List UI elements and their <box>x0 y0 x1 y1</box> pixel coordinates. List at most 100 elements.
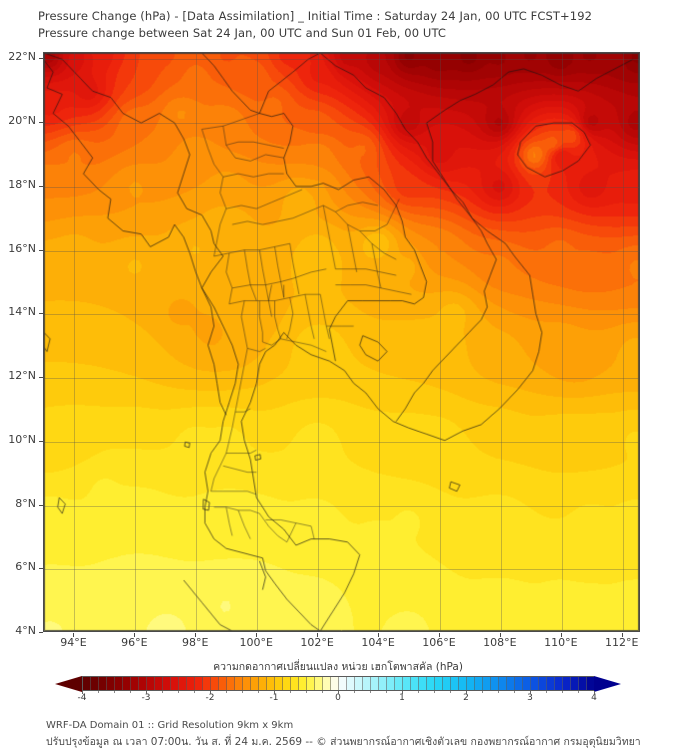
colorbar-minor-tick <box>290 691 291 693</box>
colorbar-segment <box>139 677 147 690</box>
colorbar-segment <box>491 677 499 690</box>
x-axis-tick-mark <box>256 633 258 637</box>
y-axis-tick-mark <box>39 504 43 506</box>
colorbar-tick-label: 3 <box>527 693 533 703</box>
y-axis-tick-mark <box>39 122 43 124</box>
colorbar-segment <box>227 677 235 690</box>
x-axis-tick-label: 102°E <box>300 636 334 649</box>
colorbar-segment <box>387 677 395 690</box>
colorbar-minor-tick <box>370 691 371 693</box>
x-axis-tick-mark <box>134 633 136 637</box>
colorbar-segment <box>347 677 355 690</box>
colorbar-segment <box>155 677 163 690</box>
colorbar-segment <box>419 677 427 690</box>
x-axis-tick-mark <box>560 633 562 637</box>
colorbar-minor-tick <box>546 691 547 693</box>
colorbar: ความกดอากาศเปลี่ยนแปลง หน่วย เฮกโตพาสคัล… <box>0 658 676 710</box>
y-axis-tick-mark <box>39 58 43 60</box>
y-axis-tick-label: 12°N <box>8 369 36 383</box>
colorbar-tick-mark <box>210 691 211 694</box>
title-line-1: Pressure Change (hPa) - [Data Assimilati… <box>38 9 593 23</box>
x-axis-tick-mark <box>621 633 623 637</box>
colorbar-segment <box>411 677 419 690</box>
colorbar-segment <box>99 677 107 690</box>
colorbar-gradient <box>82 676 595 691</box>
colorbar-segment <box>171 677 179 690</box>
colorbar-segment <box>315 677 323 690</box>
x-axis-tick-label: 96°E <box>121 636 148 649</box>
colorbar-minor-tick <box>226 691 227 693</box>
footer-block: WRF-DA Domain 01 :: Grid Resolution 9km … <box>46 718 666 750</box>
colorbar-minor-tick <box>434 691 435 693</box>
colorbar-segment <box>179 677 187 690</box>
colorbar-segment <box>451 677 459 690</box>
colorbar-minor-tick <box>258 691 259 693</box>
colorbar-minor-tick <box>418 691 419 693</box>
colorbar-segment <box>331 677 339 690</box>
colorbar-segment <box>547 677 555 690</box>
colorbar-segment <box>291 677 299 690</box>
colorbar-minor-tick <box>386 691 387 693</box>
y-axis-tick-label: 10°N <box>8 432 36 446</box>
colorbar-tick-mark <box>594 691 595 694</box>
footer-line-2: ปรับปรุงข้อมูล ณ เวลา 07:00น. วัน ส. ที่… <box>46 736 641 748</box>
y-axis-tick-mark <box>39 377 43 379</box>
colorbar-extend-low-arrow <box>55 676 82 692</box>
x-axis-tick-label: 112°E <box>604 636 639 649</box>
x-axis-tick-label: 106°E <box>422 636 456 649</box>
colorbar-tick-label: 4 <box>591 693 597 703</box>
colorbar-tick-label: 2 <box>463 693 469 703</box>
colorbar-tick-mark <box>274 691 275 694</box>
colorbar-segment <box>459 677 467 690</box>
x-axis-tick-mark <box>438 633 440 637</box>
colorbar-minor-tick <box>498 691 499 693</box>
colorbar-segment <box>163 677 171 690</box>
colorbar-tick-label: 0 <box>335 693 341 703</box>
title-line-2: Pressure change between Sat 24 Jan, 00 U… <box>38 26 447 40</box>
colorbar-segment <box>251 677 259 690</box>
colorbar-segment <box>267 677 275 690</box>
colorbar-tick-label: -3 <box>141 693 151 703</box>
y-axis-tick-label: 6°N <box>15 560 36 574</box>
colorbar-segment <box>235 677 243 690</box>
colorbar-segment <box>355 677 363 690</box>
x-axis-tick-mark <box>378 633 380 637</box>
colorbar-tick-mark <box>402 691 403 694</box>
y-axis-tick-mark <box>39 249 43 251</box>
y-axis-tick-mark <box>39 568 43 570</box>
y-axis-tick-label: 8°N <box>15 496 36 510</box>
x-axis-tick-mark <box>195 633 197 637</box>
map-plot-area <box>43 52 640 632</box>
colorbar-minor-tick <box>562 691 563 693</box>
colorbar-segment <box>523 677 531 690</box>
colorbar-tick-mark <box>466 691 467 694</box>
colorbar-tick-label: -4 <box>77 693 87 703</box>
colorbar-tick-mark <box>82 691 83 694</box>
colorbar-segment <box>203 677 211 690</box>
y-axis-tick-mark <box>39 185 43 187</box>
y-axis-tick-label: 16°N <box>8 241 36 255</box>
colorbar-minor-tick <box>450 691 451 693</box>
y-axis-tick-mark <box>39 440 43 442</box>
y-axis-tick-label: 14°N <box>8 305 36 319</box>
colorbar-minor-tick <box>242 691 243 693</box>
x-axis-tick-mark <box>73 633 75 637</box>
y-axis-tick-label: 18°N <box>8 177 36 191</box>
x-axis-tick-label: 100°E <box>239 636 273 649</box>
x-axis-tick-label: 94°E <box>60 636 87 649</box>
chart-title-block: Pressure Change (hPa) - [Data Assimilati… <box>38 8 648 42</box>
colorbar-tick-label: 1 <box>399 693 405 703</box>
x-axis-tick-label: 98°E <box>182 636 209 649</box>
colorbar-minor-tick <box>178 691 179 693</box>
colorbar-minor-tick <box>306 691 307 693</box>
colorbar-minor-tick <box>130 691 131 693</box>
colorbar-segment <box>515 677 523 690</box>
colorbar-segment <box>147 677 155 690</box>
colorbar-segment <box>403 677 411 690</box>
colorbar-minor-tick <box>578 691 579 693</box>
colorbar-tick-mark <box>146 691 147 694</box>
colorbar-segment <box>219 677 227 690</box>
colorbar-minor-tick <box>322 691 323 693</box>
y-axis-tick-mark <box>39 632 43 633</box>
y-axis-tick-label: 20°N <box>8 114 36 128</box>
